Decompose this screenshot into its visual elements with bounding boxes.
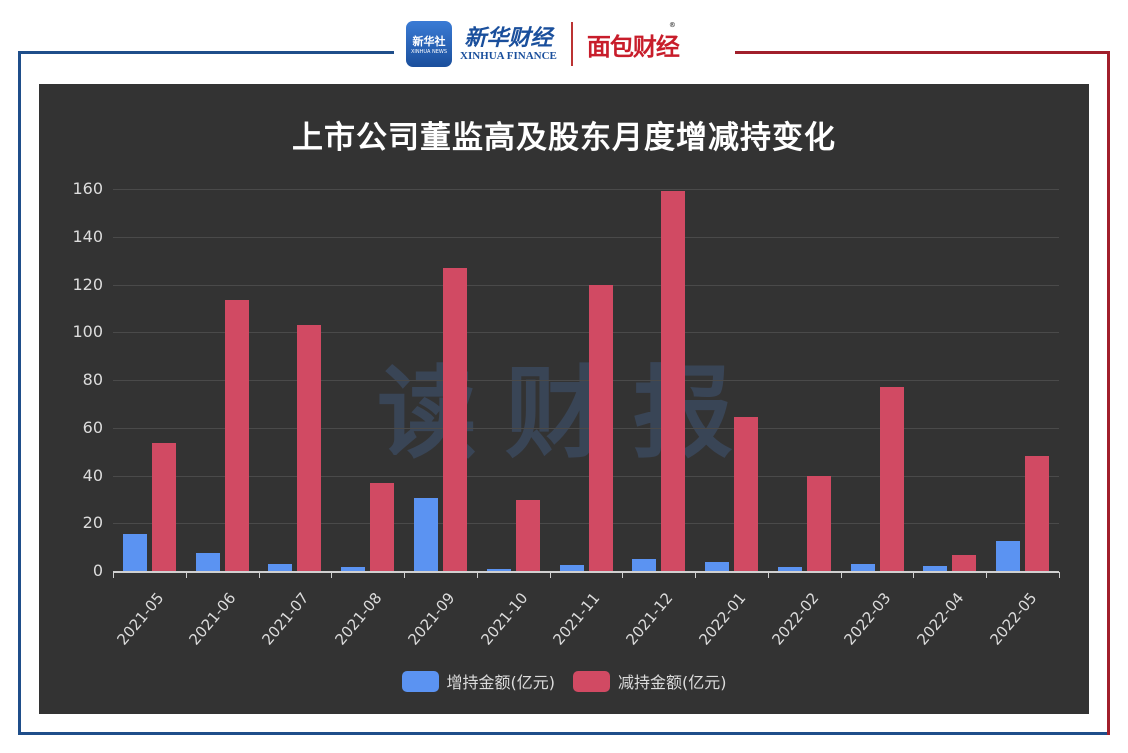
mianbao-logo-text: 面包财经 bbox=[586, 32, 680, 61]
legend-label: 减持金额(亿元) bbox=[618, 673, 727, 692]
gridline bbox=[113, 523, 1059, 525]
x-axis bbox=[113, 571, 1059, 573]
y-tick-label: 160 bbox=[72, 179, 103, 198]
y-tick-label: 120 bbox=[72, 274, 103, 294]
x-tick-label: 2022-03 bbox=[840, 589, 895, 649]
x-tick-label: 2021-11 bbox=[549, 589, 604, 649]
bar-increase[interactable] bbox=[923, 566, 948, 571]
legend-item-decrease[interactable]: 减持金额(亿元) bbox=[573, 669, 727, 693]
frame-border-left bbox=[18, 51, 21, 735]
frame-border-right bbox=[1107, 51, 1110, 735]
x-tick-label: 2022-02 bbox=[768, 589, 823, 649]
legend-swatch-icon bbox=[573, 670, 610, 692]
gridline bbox=[113, 284, 1059, 286]
legend-label: 增持金额(亿元) bbox=[446, 673, 556, 692]
xinhua-finance-logo: 新华财经 XINHUA FINANCE bbox=[460, 26, 557, 62]
x-tick-label: 2022-04 bbox=[913, 589, 968, 649]
x-tick-label: 2021-10 bbox=[476, 589, 532, 649]
bar-decrease[interactable] bbox=[588, 284, 613, 571]
bar-increase[interactable] bbox=[632, 559, 657, 571]
gridline bbox=[113, 236, 1059, 238]
x-tick-mark bbox=[840, 572, 842, 578]
y-tick-label: 0 bbox=[92, 561, 103, 580]
xinhua-news-logo-icon: 新华社 XINHUA NEWS bbox=[406, 21, 452, 67]
y-tick-label: 60 bbox=[82, 417, 103, 437]
y-tick-label: 100 bbox=[72, 322, 103, 342]
gridline bbox=[113, 189, 1059, 190]
bar-decrease[interactable] bbox=[952, 555, 977, 571]
header-logos: 新华社 XINHUA NEWS 新华财经 XINHUA FINANCE 面包财经… bbox=[406, 18, 680, 70]
bar-decrease[interactable] bbox=[734, 417, 759, 571]
bar-increase[interactable] bbox=[996, 541, 1021, 571]
gridline bbox=[113, 475, 1059, 477]
gridline bbox=[113, 332, 1059, 334]
bar-decrease[interactable] bbox=[370, 482, 395, 571]
bar-decrease[interactable] bbox=[806, 475, 831, 571]
frame-border-bottom bbox=[18, 732, 1110, 735]
x-tick-label: 2021-08 bbox=[331, 589, 386, 649]
legend: 增持金额(亿元) 减持金额(亿元) bbox=[39, 669, 1089, 693]
frame-border-top-left bbox=[18, 51, 394, 54]
xinhua-finance-cn: 新华财经 bbox=[464, 25, 553, 51]
y-tick-label: 40 bbox=[82, 465, 103, 485]
legend-item-increase[interactable]: 增持金额(亿元) bbox=[401, 669, 556, 693]
y-tick-label: 80 bbox=[82, 370, 103, 389]
registered-mark: ® bbox=[668, 20, 676, 29]
x-tick-mark bbox=[476, 572, 478, 578]
bar-decrease[interactable] bbox=[515, 500, 540, 571]
x-tick-label: 2021-07 bbox=[258, 589, 313, 649]
x-tick-mark bbox=[113, 572, 114, 578]
frame-border-top-right bbox=[735, 51, 1110, 54]
bar-increase[interactable] bbox=[705, 561, 730, 571]
bar-decrease[interactable] bbox=[879, 387, 904, 571]
bar-increase[interactable] bbox=[268, 563, 293, 571]
xinhua-icon-subtext: XINHUA NEWS bbox=[410, 49, 448, 55]
x-tick-label: 2021-05 bbox=[113, 589, 168, 649]
xinhua-finance-en: XINHUA FINANCE bbox=[460, 50, 557, 62]
bar-decrease[interactable] bbox=[151, 443, 176, 571]
x-tick-mark bbox=[549, 572, 551, 578]
bar-decrease[interactable] bbox=[297, 325, 322, 571]
y-tick-label: 140 bbox=[72, 226, 103, 246]
x-tick-mark bbox=[622, 572, 624, 578]
plot-area: 0 20 40 60 80 100 120 140 160 2021-05 2021-06 2021-… bbox=[72, 181, 1060, 649]
legend-swatch-icon bbox=[401, 670, 439, 692]
bar-decrease[interactable] bbox=[661, 191, 686, 571]
chart-title: 上市公司董监高及股东月度增减持变化 bbox=[292, 120, 836, 156]
x-tick-label: 2022-01 bbox=[695, 589, 750, 649]
chart-panel: 上市公司董监高及股东月度增减持变化 读财报 0 20 40 60 80 100 120 140… bbox=[39, 84, 1089, 714]
x-tick-label: 2021-12 bbox=[622, 589, 677, 649]
bar-increase[interactable] bbox=[559, 565, 584, 571]
x-tick-label: 2021-06 bbox=[185, 589, 240, 649]
bar-decrease[interactable] bbox=[224, 300, 249, 571]
x-tick-label: 2021-09 bbox=[404, 589, 459, 649]
bar-increase[interactable] bbox=[122, 533, 147, 571]
bar-increase[interactable] bbox=[195, 553, 220, 571]
xinhua-icon-text: 新华社 bbox=[412, 35, 446, 48]
x-tick-mark bbox=[258, 572, 260, 578]
x-tick-mark bbox=[913, 572, 915, 578]
bar-decrease[interactable] bbox=[1025, 456, 1050, 571]
bar-decrease[interactable] bbox=[442, 267, 467, 571]
bar-increase[interactable] bbox=[341, 567, 366, 571]
bar-increase[interactable] bbox=[486, 568, 511, 571]
x-tick-mark bbox=[986, 572, 988, 578]
bar-increase[interactable] bbox=[413, 498, 438, 571]
x-tick-mark bbox=[185, 572, 187, 578]
x-tick-mark bbox=[331, 572, 333, 578]
y-tick-label: 20 bbox=[82, 513, 103, 533]
bar-increase[interactable] bbox=[850, 564, 875, 571]
gridline bbox=[113, 427, 1059, 429]
mianbao-finance-logo: 面包财经 ® bbox=[586, 21, 680, 62]
logo-divider bbox=[570, 22, 573, 66]
x-tick-mark bbox=[404, 572, 406, 578]
x-tick-mark bbox=[695, 572, 697, 578]
x-tick-label: 2022-05 bbox=[986, 589, 1041, 649]
x-tick-mark bbox=[1059, 572, 1060, 578]
x-tick-mark bbox=[767, 572, 769, 578]
gridline bbox=[113, 380, 1059, 381]
bar-increase[interactable] bbox=[777, 566, 802, 571]
